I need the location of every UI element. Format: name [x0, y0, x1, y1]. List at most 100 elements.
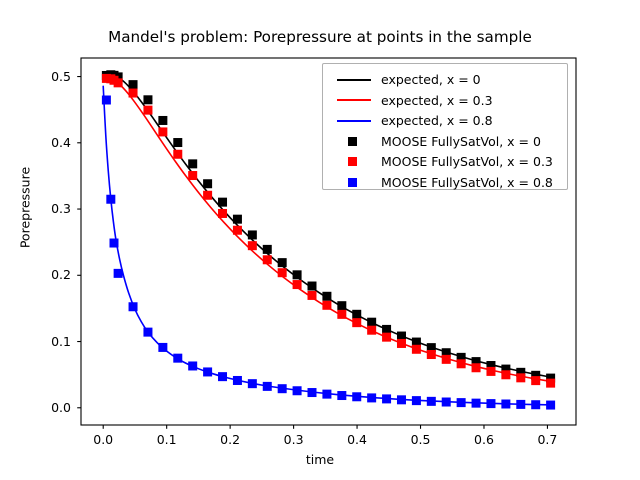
data-point-marker	[337, 301, 347, 311]
data-point-marker	[382, 332, 392, 342]
x-tick-label: 0.6	[474, 432, 494, 447]
data-point-marker	[367, 325, 377, 335]
data-point-marker	[546, 378, 556, 388]
data-point-marker	[277, 258, 287, 268]
data-point-marker	[158, 115, 168, 125]
data-point-marker	[516, 399, 526, 409]
data-point-marker	[486, 366, 496, 376]
data-point-marker	[101, 95, 111, 105]
data-point-marker	[307, 290, 317, 300]
data-point-marker	[128, 80, 138, 90]
data-point-marker	[546, 373, 556, 383]
x-tick-label: 0.4	[347, 432, 367, 447]
x-tick-label: 0.5	[410, 432, 431, 447]
legend-label: expected, x = 0	[381, 72, 481, 87]
data-point-marker	[322, 300, 332, 310]
data-point-marker	[456, 352, 466, 362]
y-tick-label: 0.0	[51, 399, 71, 415]
data-point-marker	[501, 364, 511, 374]
data-point-marker	[232, 214, 242, 224]
axes-spines	[80, 57, 577, 426]
data-point-marker	[247, 379, 257, 389]
y-tick-label: 0.5	[51, 68, 71, 84]
series-markers	[101, 95, 556, 410]
data-point-marker	[322, 291, 332, 301]
data-point-marker	[471, 363, 481, 373]
data-point-marker	[158, 342, 168, 352]
x-tick-label: 0.3	[283, 432, 304, 447]
y-tick-label: 0.2	[51, 267, 71, 283]
data-point-marker	[173, 353, 183, 363]
line-glyph	[337, 78, 371, 81]
x-axis-label: time	[305, 452, 335, 467]
legend-line-swatch	[331, 110, 377, 131]
square-marker-glyph	[348, 177, 357, 187]
legend: expected, x = 0 expected, x = 0.3 expected…	[322, 63, 568, 190]
square-marker-glyph	[348, 157, 357, 166]
data-point-marker	[411, 344, 421, 354]
data-point-marker	[143, 327, 153, 337]
data-point-marker	[128, 88, 138, 98]
data-point-marker	[173, 149, 183, 159]
data-point-marker	[232, 225, 242, 235]
data-point-marker	[352, 309, 362, 319]
data-point-marker	[203, 179, 213, 189]
data-point-marker	[426, 350, 436, 360]
data-point-marker	[128, 302, 138, 312]
data-point-marker	[411, 337, 421, 347]
data-point-marker	[546, 400, 556, 410]
data-point-marker	[382, 324, 392, 334]
legend-entry: expected, x = 0.8	[323, 110, 569, 131]
legend-entry: expected, x = 0.3	[323, 90, 569, 111]
data-point-marker	[501, 370, 511, 380]
data-point-marker	[531, 370, 541, 380]
data-point-marker	[109, 238, 119, 248]
y-tick-label: 0.1	[51, 333, 71, 349]
data-point-marker	[188, 171, 198, 181]
data-point-marker	[426, 396, 436, 406]
data-point-marker	[113, 78, 123, 88]
legend-entry: MOOSE FullySatVol, x = 0.3	[323, 151, 569, 172]
y-axis-label: Porepressure	[17, 166, 33, 249]
data-point-marker	[501, 399, 511, 409]
data-point-marker	[516, 373, 526, 383]
data-point-marker	[367, 317, 377, 327]
data-point-marker	[486, 361, 496, 371]
data-point-marker	[396, 395, 406, 405]
legend-marker-swatch	[331, 151, 377, 172]
data-point-marker	[203, 367, 213, 377]
data-point-marker	[277, 268, 287, 278]
data-point-marker	[352, 392, 362, 402]
data-point-marker	[218, 197, 228, 207]
data-point-marker	[352, 318, 362, 328]
series-markers	[101, 73, 556, 388]
data-point-marker	[188, 361, 198, 371]
data-point-marker	[158, 127, 168, 137]
data-point-marker	[218, 372, 228, 382]
legend-label: MOOSE FullySatVol, x = 0.3	[381, 154, 553, 169]
data-point-marker	[292, 280, 302, 290]
data-point-marker	[106, 194, 116, 204]
x-tick-label: 0.2	[220, 432, 241, 447]
data-point-marker	[188, 159, 198, 169]
data-point-marker	[292, 270, 302, 280]
data-point-marker	[173, 138, 183, 148]
legend-line-swatch	[331, 90, 377, 111]
data-point-marker	[516, 367, 526, 377]
page-title: Mandel's problem: Porepressure at points…	[108, 28, 532, 46]
data-point-marker	[337, 309, 347, 319]
legend-marker-swatch	[331, 131, 377, 152]
legend-label: MOOSE FullySatVol, x = 0.8	[381, 174, 553, 190]
data-point-marker	[113, 268, 123, 278]
x-tick-label: 0.7	[537, 432, 558, 447]
data-point-marker	[441, 354, 451, 364]
data-point-marker	[411, 396, 421, 406]
data-point-marker	[367, 393, 377, 403]
data-point-marker	[531, 376, 541, 386]
data-point-marker	[262, 381, 272, 391]
data-point-marker	[456, 359, 466, 369]
data-point-marker	[143, 95, 153, 105]
data-point-marker	[396, 331, 406, 341]
legend-line-swatch	[331, 69, 377, 90]
